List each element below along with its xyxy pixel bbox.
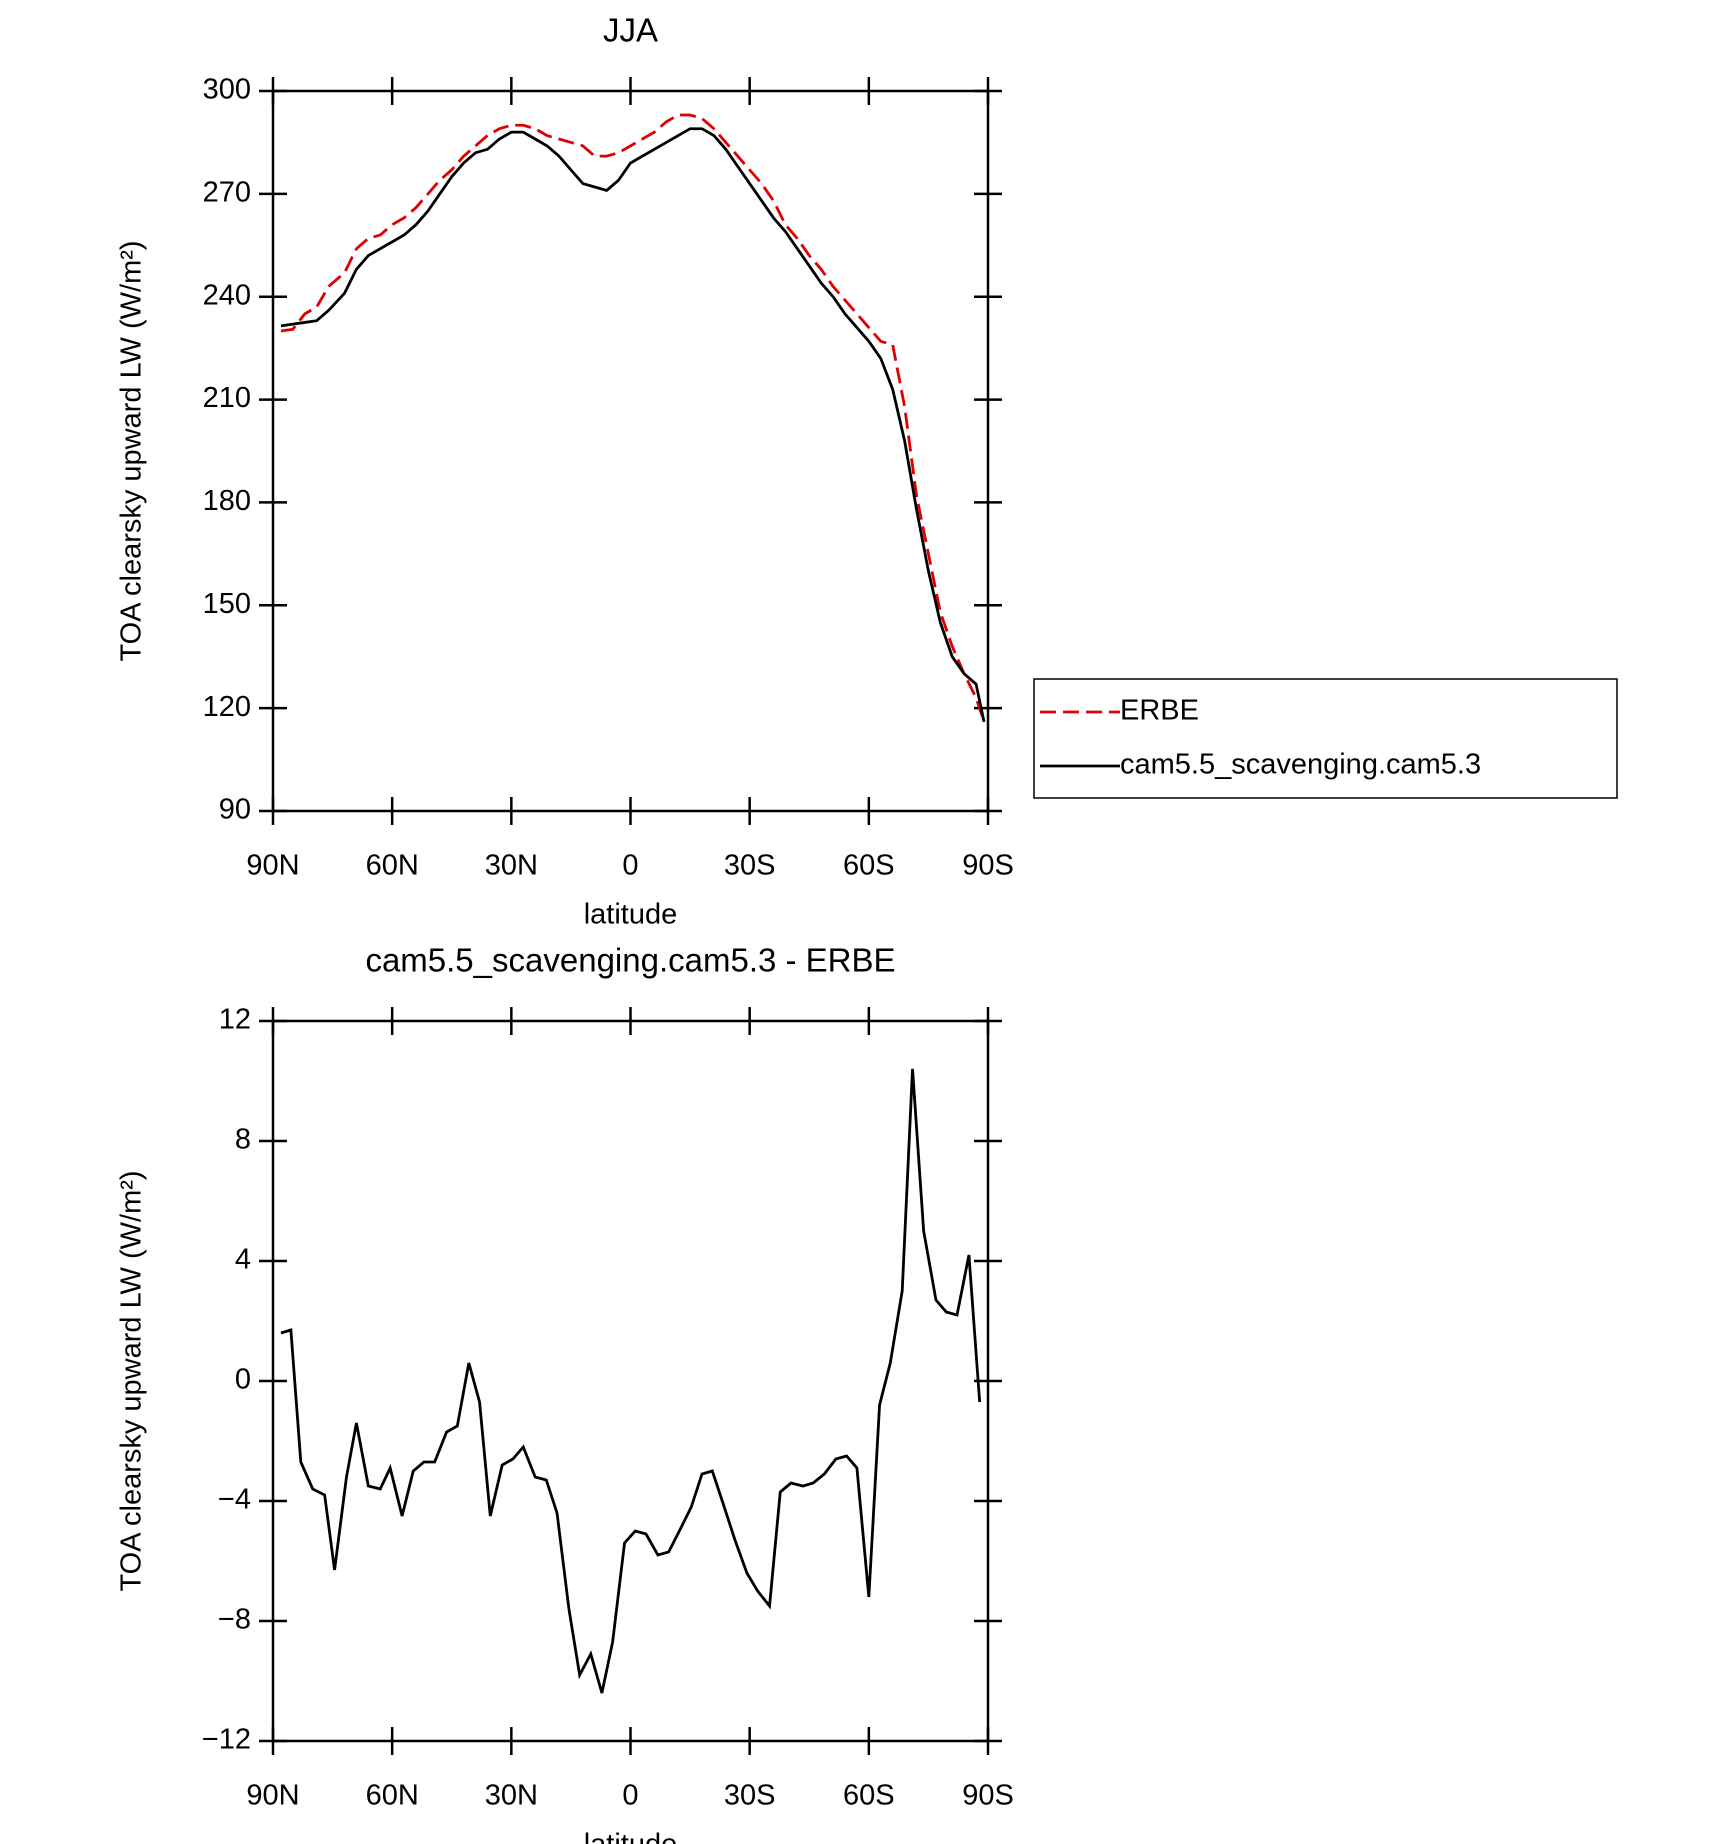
x-tick-label: 60N (366, 1780, 419, 1812)
x-tick-label: 30S (724, 1780, 776, 1812)
x-tick-label: 0 (622, 850, 638, 882)
legend-box (1033, 678, 1618, 799)
x-tick-label: 90N (246, 1780, 299, 1812)
x-tick-label: 60N (366, 850, 419, 882)
y-tick-label: 120 (203, 691, 251, 723)
y-tick-label: −12 (202, 1724, 251, 1756)
plot-title: cam5.5_scavenging.cam5.3 - ERBE (365, 942, 895, 979)
plot-title: JJA (603, 12, 658, 49)
x-tick-label: 30S (724, 850, 776, 882)
y-tick-label: 300 (203, 74, 251, 106)
y-tick-label: −4 (218, 1484, 251, 1516)
y-tick-label: 210 (203, 382, 251, 414)
y-tick-label: 90 (219, 794, 251, 826)
y-tick-label: 240 (203, 279, 251, 311)
y-tick-label: 180 (203, 485, 251, 517)
x-tick-label: 0 (622, 1780, 638, 1812)
y-tick-label: 8 (235, 1124, 251, 1156)
data-line (280, 1068, 982, 1694)
plot-frame (271, 89, 990, 813)
y-tick-label: 4 (235, 1244, 251, 1276)
x-tick-label: 60S (843, 1780, 895, 1812)
data-line (280, 113, 986, 723)
legend-label: cam5.5_scavenging.cam5.3 (1120, 749, 1481, 781)
y-tick-label: −8 (218, 1604, 251, 1636)
y-axis-label: TOA clearsky upward LW (W/m²) (116, 1170, 148, 1591)
x-tick-label: 90N (246, 850, 299, 882)
x-tick-label: 30N (485, 850, 538, 882)
y-tick-label: 150 (203, 588, 251, 620)
y-tick-label: 0 (235, 1364, 251, 1396)
data-line (280, 127, 986, 723)
x-axis-label: latitude (584, 1829, 678, 1844)
x-axis-label: latitude (584, 899, 678, 931)
x-tick-label: 30N (485, 1780, 538, 1812)
y-tick-label: 12 (219, 1004, 251, 1036)
x-tick-label: 90S (962, 1780, 1014, 1812)
y-axis-label: TOA clearsky upward LW (W/m²) (116, 240, 148, 661)
legend-label: ERBE (1120, 695, 1199, 727)
x-tick-label: 60S (843, 850, 895, 882)
plot-frame (271, 1019, 990, 1743)
y-tick-label: 270 (203, 177, 251, 209)
x-tick-label: 90S (962, 850, 1014, 882)
